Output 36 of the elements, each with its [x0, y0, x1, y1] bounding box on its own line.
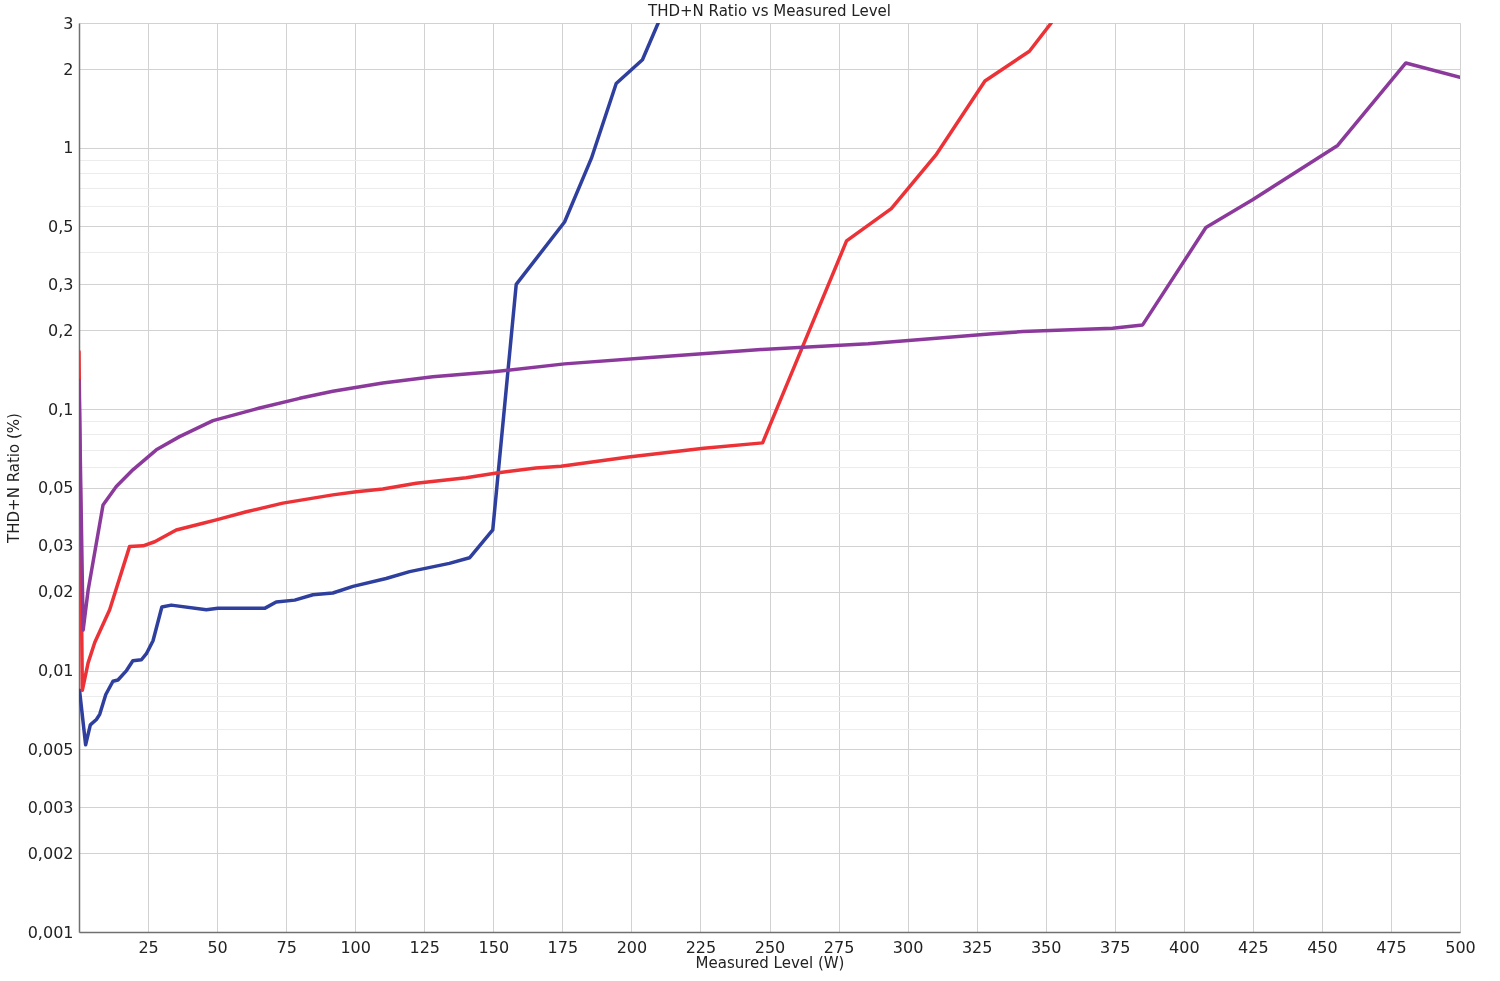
y-tick-label: 0,5: [48, 216, 74, 236]
y-tick-label: 0,001: [27, 922, 74, 942]
x-tick-label: 25: [138, 937, 159, 957]
y-tick-label: 0,01: [37, 661, 74, 681]
y-tick-label: 0,03: [37, 536, 74, 556]
x-tick-label: 350: [1030, 937, 1062, 957]
line-series: [79, 23, 660, 747]
x-tick-label: 300: [892, 937, 924, 957]
y-tick-label: 3: [63, 13, 74, 33]
x-tick-label: 100: [340, 937, 371, 957]
y-tick-label: 0,3: [48, 274, 74, 294]
x-tick-label: 150: [478, 937, 510, 957]
chart-title: THD+N Ratio vs Measured Level: [647, 2, 891, 20]
x-tick-label: 325: [961, 937, 993, 957]
x-tick-label: 475: [1376, 937, 1407, 957]
y-tick-label: 0,02: [37, 582, 74, 602]
x-tick-label: 125: [409, 937, 441, 957]
x-tick-label: 425: [1238, 937, 1269, 957]
x-tick-label: 400: [1169, 937, 1200, 957]
x-tick-label: 500: [1445, 937, 1476, 957]
x-tick-label: 175: [547, 937, 579, 957]
x-tick-label: 50: [207, 937, 228, 957]
x-tick-label: 75: [276, 937, 297, 957]
x-tick-label: 450: [1307, 937, 1338, 957]
y-tick-label: 0,005: [27, 739, 74, 759]
y-tick-label: 1: [63, 138, 74, 158]
line-series: [79, 61, 1460, 632]
x-tick-label: 375: [1099, 937, 1131, 957]
y-tick-label: 2: [63, 59, 74, 79]
y-tick-label: 0,003: [27, 797, 74, 817]
y-tick-label: 0,2: [48, 320, 74, 340]
y-tick-label: 0,002: [27, 843, 74, 863]
y-tick-label: 0,1: [48, 399, 74, 419]
x-tick-label: 200: [616, 937, 648, 957]
y-tick-label: 0,05: [37, 478, 74, 498]
y-axis-title: THD+N Ratio (%): [4, 413, 23, 544]
